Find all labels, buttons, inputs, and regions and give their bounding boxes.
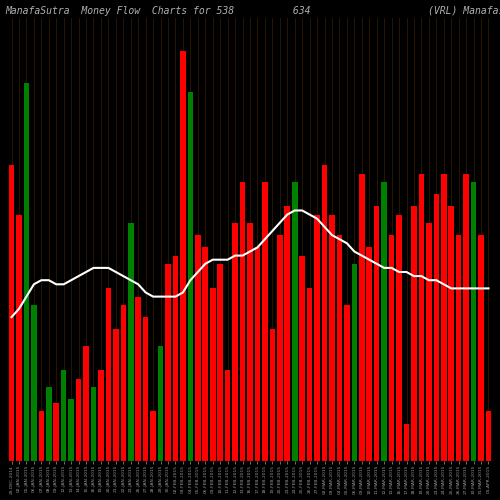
Bar: [31, 305, 36, 460]
Bar: [329, 214, 335, 460]
Bar: [232, 223, 238, 460]
Bar: [90, 387, 96, 460]
Bar: [225, 370, 230, 460]
Bar: [277, 235, 282, 460]
Bar: [180, 50, 186, 461]
Bar: [240, 182, 246, 460]
Bar: [307, 288, 312, 460]
Bar: [382, 182, 387, 460]
Bar: [284, 206, 290, 460]
Bar: [389, 235, 394, 460]
Bar: [83, 346, 89, 461]
Bar: [210, 288, 216, 460]
Bar: [456, 235, 462, 460]
Bar: [54, 403, 59, 460]
Bar: [8, 166, 14, 461]
Bar: [46, 387, 52, 460]
Bar: [486, 412, 492, 461]
Bar: [172, 256, 178, 460]
Bar: [359, 174, 364, 461]
Bar: [61, 370, 66, 460]
Bar: [322, 166, 328, 461]
Bar: [448, 206, 454, 460]
Bar: [336, 235, 342, 460]
Bar: [247, 223, 253, 460]
Bar: [434, 194, 439, 460]
Bar: [195, 235, 200, 460]
Bar: [418, 174, 424, 461]
Bar: [128, 223, 134, 460]
Bar: [68, 399, 74, 460]
Bar: [374, 206, 380, 460]
Bar: [478, 235, 484, 460]
Bar: [76, 378, 82, 460]
Bar: [120, 305, 126, 460]
Bar: [202, 248, 208, 460]
Bar: [143, 317, 148, 460]
Bar: [98, 370, 103, 460]
Bar: [24, 84, 29, 460]
Bar: [344, 305, 350, 460]
Bar: [314, 214, 320, 460]
Bar: [464, 174, 469, 461]
Bar: [426, 223, 432, 460]
Bar: [292, 182, 298, 460]
Bar: [150, 412, 156, 461]
Bar: [411, 206, 417, 460]
Bar: [270, 330, 275, 460]
Bar: [38, 412, 44, 461]
Bar: [352, 264, 357, 460]
Bar: [441, 174, 446, 461]
Bar: [158, 346, 164, 461]
Bar: [136, 296, 141, 460]
Bar: [106, 288, 111, 460]
Bar: [113, 330, 118, 460]
Bar: [218, 264, 223, 460]
Bar: [404, 424, 409, 461]
Bar: [254, 248, 260, 460]
Bar: [165, 264, 171, 460]
Bar: [471, 182, 476, 460]
Bar: [188, 92, 193, 460]
Bar: [16, 214, 22, 460]
Bar: [262, 182, 268, 460]
Text: ManafaSutra  Money Flow  Charts for 538          634                    (VRL) Ma: ManafaSutra Money Flow Charts for 538 63…: [6, 6, 500, 16]
Bar: [300, 256, 305, 460]
Bar: [396, 214, 402, 460]
Bar: [366, 248, 372, 460]
